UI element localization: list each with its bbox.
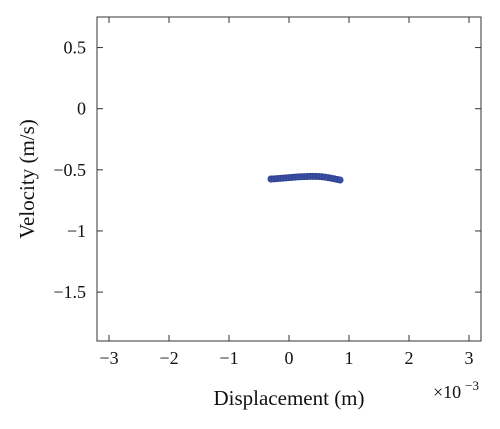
x-tick-label: −1 [219, 348, 238, 368]
x-scale-base: ×10 [433, 382, 461, 402]
x-tick-label: −3 [99, 348, 118, 368]
y-tick-label: −0.5 [53, 160, 86, 180]
data-point [336, 176, 344, 184]
data-points [267, 172, 344, 184]
x-tick-label: 1 [345, 348, 354, 368]
x-tick-label: 2 [405, 348, 414, 368]
y-tick-label: −1.5 [53, 282, 86, 302]
y-tick-label: −1 [67, 221, 86, 241]
x-tick-label: 0 [285, 348, 294, 368]
x-axis-label: Displacement (m) [213, 386, 364, 410]
x-tick-label: −2 [159, 348, 178, 368]
x-tick-label: 3 [465, 348, 474, 368]
y-tick-label: 0 [77, 99, 86, 119]
x-axis-scale-factor: ×10 −3 [433, 378, 479, 402]
y-axis-label: Velocity (m/s) [15, 119, 39, 239]
x-scale-exponent: −3 [465, 378, 479, 393]
y-tick-label: 0.5 [64, 38, 87, 58]
ticks: −3 −2 −1 0 1 2 3 0.5 0 −0.5 −1 −1.5 [53, 17, 481, 368]
